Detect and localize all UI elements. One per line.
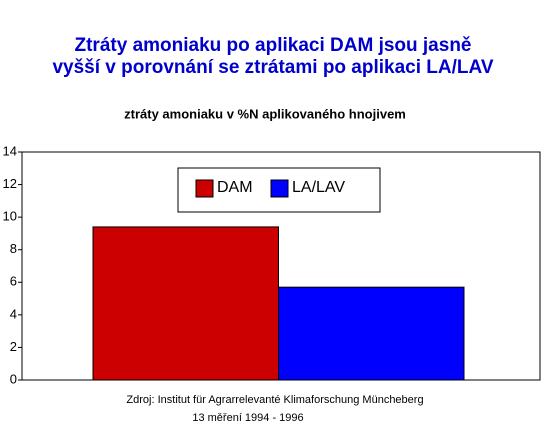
y-tick-label: 14: [3, 143, 17, 158]
chart-subtitle: ztráty amoniaku v %N aplikovaného hnojiv…: [124, 106, 406, 121]
legend-swatch: [270, 179, 289, 198]
y-tick-label: 4: [10, 306, 17, 321]
source-note: 13 měření 1994 - 1996: [192, 412, 303, 424]
bar: [92, 226, 279, 381]
chart-title: Ztráty amoniaku po aplikaci DAM jsou jas…: [75, 35, 472, 56]
y-tick-label: 0: [10, 371, 17, 386]
y-tick-label: 6: [10, 274, 17, 289]
source-note: Zdroj: Institut für Agrarrelevanté Klima…: [126, 394, 423, 406]
y-tick-label: 2: [10, 339, 17, 354]
legend-label: DAM: [217, 179, 253, 196]
y-tick-label: 12: [3, 176, 17, 191]
y-tick-label: 8: [10, 241, 17, 256]
legend-label: LA/LAV: [292, 179, 345, 196]
bar: [278, 286, 465, 381]
legend-swatch: [195, 179, 214, 198]
y-tick-label: 10: [3, 209, 17, 224]
chart-title: vyšší v porovnání se ztrátami po aplikac…: [52, 57, 493, 78]
